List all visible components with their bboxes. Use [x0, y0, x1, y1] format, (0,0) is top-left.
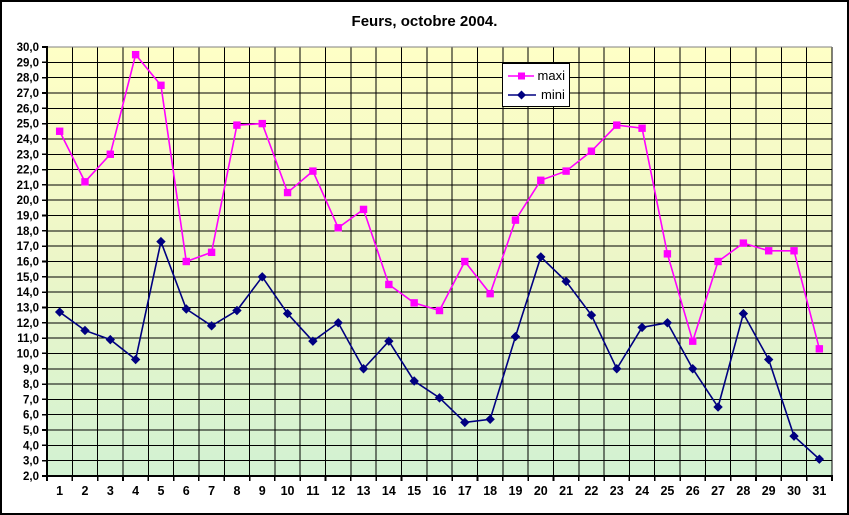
x-tick-label: 24: [635, 484, 649, 498]
y-tick-label: 6,0: [23, 410, 39, 422]
y-tick-label: 29,0: [17, 57, 39, 69]
y-tick-label: 4,0: [23, 440, 39, 452]
y-tick-label: 25,0: [17, 119, 39, 131]
y-tick-label: 22,0: [17, 165, 39, 177]
x-tick-label: 25: [660, 484, 674, 498]
x-tick-label: 28: [736, 484, 750, 498]
x-tick-label: 15: [407, 484, 421, 498]
y-tick-label: 30,0: [17, 42, 39, 54]
y-tick-label: 12,0: [17, 318, 39, 330]
legend-item-mini: mini: [507, 88, 565, 101]
x-tick-label: 14: [382, 484, 396, 498]
legend-swatch-maxi-icon: [508, 72, 534, 79]
x-tick-label: 26: [686, 484, 700, 498]
x-tick-label: 12: [331, 484, 345, 498]
y-tick-label: 17,0: [17, 241, 39, 253]
chart-title: Feurs, octobre 2004.: [351, 13, 498, 30]
x-tick-label: 3: [107, 484, 114, 498]
x-tick-label: 20: [534, 484, 548, 498]
y-tick-label: 13,0: [17, 302, 39, 314]
x-tick-label: 13: [357, 484, 371, 498]
x-tick-label: 30: [787, 484, 801, 498]
x-tick-label: 27: [711, 484, 725, 498]
x-tick-label: 22: [584, 484, 598, 498]
legend-item-maxi: maxi: [507, 69, 565, 82]
y-tick-label: 5,0: [23, 425, 39, 437]
x-tick-label: 17: [458, 484, 472, 498]
x-tick-label: 21: [559, 484, 573, 498]
x-tick-label: 4: [132, 484, 139, 498]
x-tick-label: 18: [483, 484, 497, 498]
y-tick-label: 11,0: [17, 333, 39, 345]
y-tick-label: 23,0: [17, 149, 39, 161]
x-tick-label: 7: [208, 484, 215, 498]
y-tick-label: 26,0: [17, 103, 39, 115]
y-tick-label: 24,0: [17, 134, 39, 146]
y-tick-label: 16,0: [17, 257, 39, 269]
y-tick-label: 15,0: [17, 272, 39, 284]
x-tick-label: 6: [183, 484, 190, 498]
legend-label-maxi: maxi: [537, 68, 565, 83]
y-tick-label: 21,0: [17, 180, 39, 192]
y-tick-label: 27,0: [17, 88, 39, 100]
x-tick-label: 2: [82, 484, 89, 498]
legend-swatch-mini-icon: [508, 90, 536, 99]
series-markers-maxi: [55, 50, 824, 353]
y-tick-label: 3,0: [23, 456, 39, 468]
y-tick-label: 28,0: [17, 73, 39, 85]
x-tick-label: 19: [509, 484, 523, 498]
y-tick-label: 20,0: [17, 195, 39, 207]
y-tick-label: 2,0: [23, 471, 39, 483]
x-tick-label: 29: [762, 484, 776, 498]
x-tick-label: 23: [610, 484, 624, 498]
y-tick-label: 18,0: [17, 226, 39, 238]
legend: maxi mini: [502, 63, 570, 107]
x-tick-label: 9: [259, 484, 266, 498]
series-markers-mini: [54, 236, 825, 464]
y-tick-label: 9,0: [23, 364, 39, 376]
y-tick-label: 7,0: [23, 394, 39, 406]
x-tick-label: 16: [433, 484, 447, 498]
x-tick-label: 31: [812, 484, 826, 498]
x-tick-label: 8: [233, 484, 240, 498]
x-tick-label: 11: [306, 484, 319, 498]
y-tick-label: 14,0: [17, 287, 39, 299]
y-tick-label: 19,0: [17, 211, 39, 223]
y-tick-label: 10,0: [17, 348, 39, 360]
y-tick-label: 8,0: [23, 379, 39, 391]
x-tick-label: 10: [281, 484, 295, 498]
x-tick-label: 5: [157, 484, 164, 498]
legend-label-mini: mini: [541, 87, 565, 102]
x-tick-label: 1: [56, 484, 63, 498]
